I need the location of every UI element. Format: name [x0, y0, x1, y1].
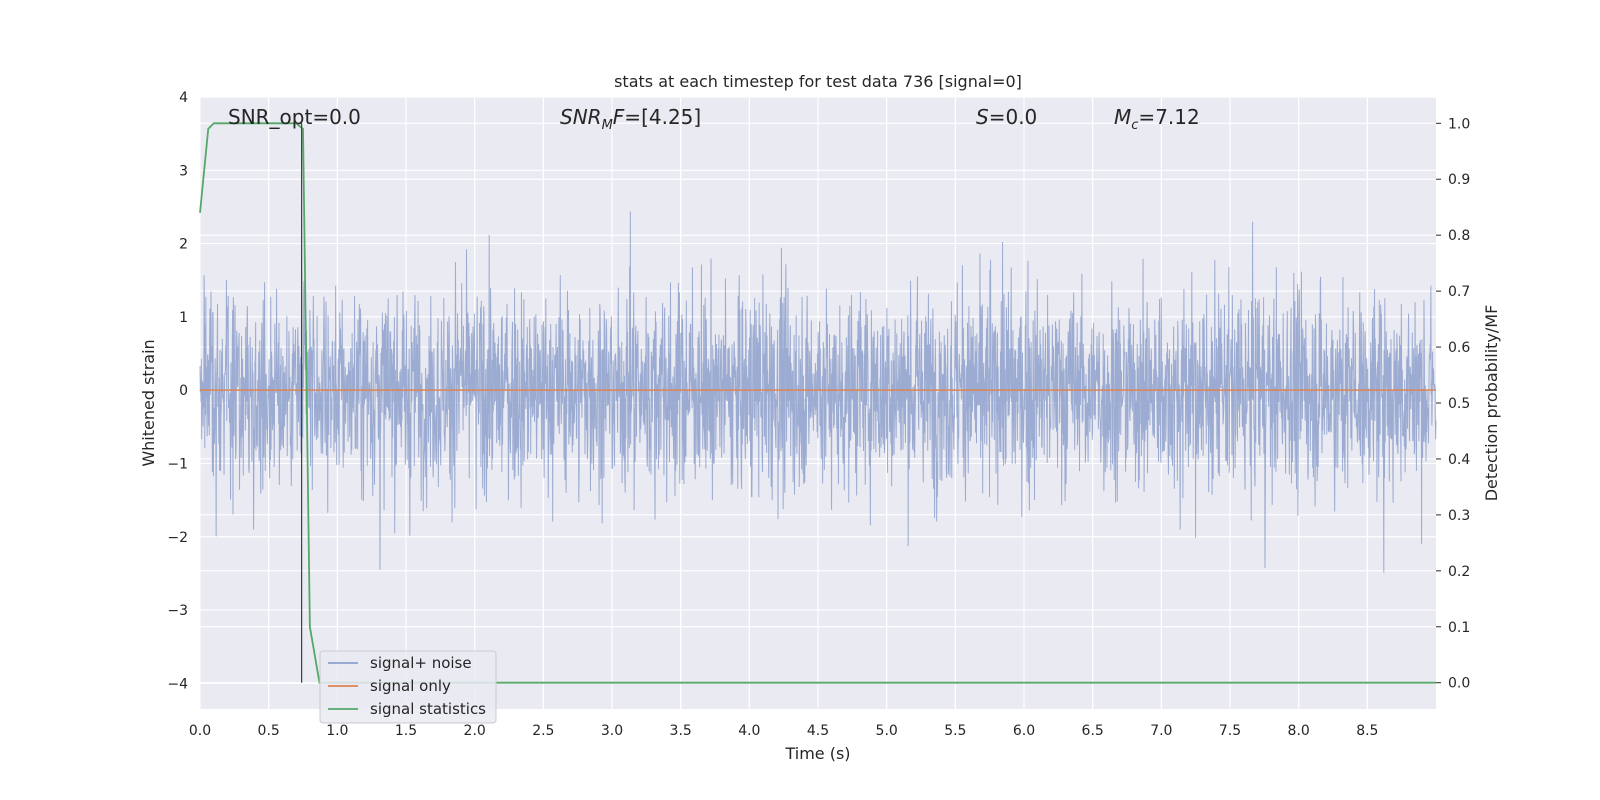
x-tick-label: 0.0: [189, 723, 211, 739]
right-y-tick-label: 0.3: [1448, 508, 1470, 524]
left-y-tick-label: 2: [179, 237, 188, 253]
annotation-s-value: 0.0: [1005, 105, 1037, 129]
annotation-mc-value: 7.12: [1155, 105, 1200, 129]
annotation-snr-mf-value: [4.25]: [641, 105, 701, 129]
left-y-tick-label: 3: [179, 163, 188, 179]
x-tick-label: 4.0: [738, 723, 760, 739]
legend: signal+ noise signal only signal statist…: [319, 650, 497, 724]
left-y-tick-label: −1: [167, 456, 188, 472]
x-tick-label: 8.0: [1288, 723, 1310, 739]
x-tick-label: 6.0: [1013, 723, 1035, 739]
left-y-axis-title: Whitened strain: [139, 339, 158, 466]
left-y-tick-label: 4: [179, 90, 188, 106]
right-y-axis-ticks: 0.0 0.1 0.2 0.3 0.4 0.5 0.6 0.7 0.8 0.9 1.0: [1436, 116, 1470, 692]
right-y-tick-label: 0.4: [1448, 452, 1470, 468]
legend-label-signal-only: signal only: [370, 677, 451, 695]
chart-title: stats at each timestep for test data 736…: [614, 72, 1022, 91]
annotation-snr-mf: SNRMF=[4.25]: [560, 105, 701, 133]
x-tick-label: 5.0: [876, 723, 898, 739]
left-y-tick-label: −4: [167, 676, 188, 692]
left-y-axis-ticks: −4 −3 −2 −1 0 1 2 3 4: [167, 90, 188, 692]
annotation-snr-opt: SNR_opt=0.0: [228, 105, 361, 129]
annotation-s: S=0.0: [976, 105, 1037, 129]
x-tick-label: 2.0: [464, 723, 486, 739]
series-line-signal-statistics: [199, 122, 1436, 684]
x-tick-label: 7.5: [1219, 723, 1241, 739]
x-tick-label: 0.5: [258, 723, 280, 739]
left-y-tick-label: −2: [167, 530, 188, 546]
right-y-tick-label: 1.0: [1448, 116, 1470, 132]
x-tick-label: 1.5: [395, 723, 417, 739]
legend-label-signal-statistics: signal statistics: [370, 700, 486, 718]
x-tick-label: 3.5: [670, 723, 692, 739]
legend-label-signal-noise: signal+ noise: [370, 654, 472, 672]
right-y-tick-label: 0.8: [1448, 228, 1470, 244]
x-axis-ticks: 0.0 0.5 1.0 1.5 2.0 2.5 3.0 3.5 4.0 4.5 5.0 5.5 6.0 6…: [189, 723, 1379, 739]
right-y-tick-label: 0.6: [1448, 340, 1470, 356]
left-y-tick-label: −3: [167, 603, 188, 619]
series-signal-noise: [199, 211, 1437, 573]
right-y-tick-label: 0.7: [1448, 284, 1470, 300]
legend-box: [319, 650, 497, 724]
x-tick-label: 4.5: [807, 723, 829, 739]
x-tick-label: 8.5: [1356, 723, 1378, 739]
x-tick-label: 2.5: [532, 723, 554, 739]
right-y-tick-label: 0.9: [1448, 172, 1470, 188]
right-y-tick-label: 0.5: [1448, 396, 1470, 412]
left-y-tick-label: 0: [179, 383, 188, 399]
x-tick-label: 7.0: [1150, 723, 1172, 739]
x-tick-label: 3.0: [601, 723, 623, 739]
right-y-tick-label: 0.1: [1448, 620, 1470, 636]
x-tick-label: 6.5: [1082, 723, 1104, 739]
right-y-tick-label: 0.0: [1448, 676, 1470, 692]
x-axis-title: Time (s): [784, 744, 850, 763]
x-tick-label: 1.0: [326, 723, 348, 739]
x-tick-label: 5.5: [944, 723, 966, 739]
left-y-tick-label: 1: [179, 310, 188, 326]
right-y-axis-title: Detection probability/MF: [1482, 305, 1501, 502]
annotation-mc: Mc=7.12: [1114, 105, 1200, 133]
series-line-signal-noise: [199, 211, 1437, 573]
series-signal-statistics: [199, 122, 1436, 684]
right-y-tick-label: 0.2: [1448, 564, 1470, 580]
